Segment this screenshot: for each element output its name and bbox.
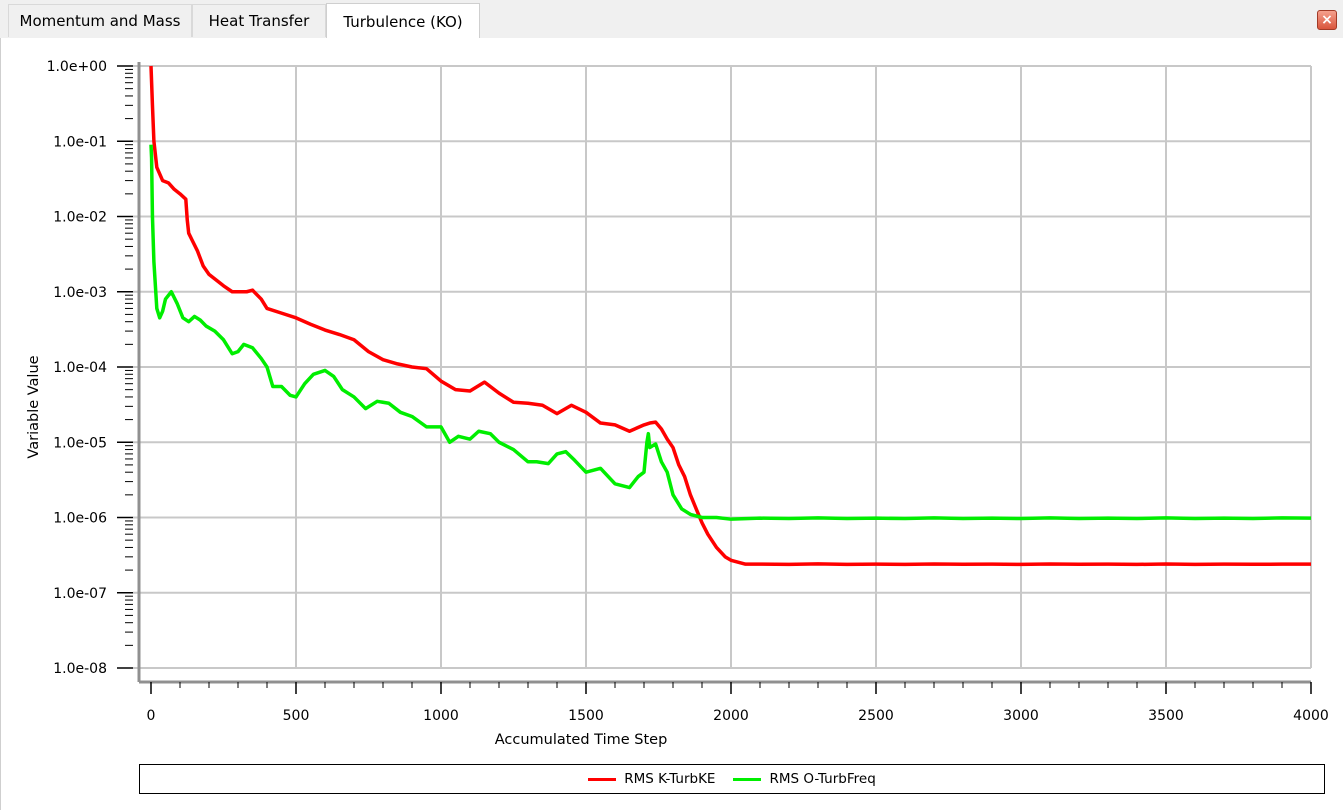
y-axis-label: Variable Value <box>26 355 42 458</box>
y-tick-label: 1.0e-02 <box>53 210 107 226</box>
x-tick-label: 4000 <box>1293 708 1329 724</box>
chart-series <box>149 65 1312 567</box>
x-tick-label: 2500 <box>858 708 894 724</box>
residual-chart: 1.0e+00 1.0e-01 1.0e-02 1.0e-03 1.0e-04 1.0e-… <box>26 59 1329 748</box>
tab-turbulence-ko[interactable]: Turbulence (KO) <box>326 3 480 39</box>
legend-swatch <box>733 777 762 781</box>
chart-labels: 1.0e+00 1.0e-01 1.0e-02 1.0e-03 1.0e-04 1.0e-… <box>26 59 1329 748</box>
x-tick-label: 1000 <box>423 708 459 724</box>
y-tick-label: 1.0e-06 <box>53 511 107 527</box>
chart-grid <box>133 65 1312 669</box>
x-tick-label: 2000 <box>713 708 749 724</box>
series-line-rms-o-turbfreq <box>149 144 1312 521</box>
x-tick-label: 1500 <box>568 708 604 724</box>
y-tick-label: 1.0e-08 <box>53 661 107 677</box>
chart-panel: 1.0e+00 1.0e-01 1.0e-02 1.0e-03 1.0e-04 1.0e-… <box>0 38 1343 810</box>
x-tick-label: 3000 <box>1003 708 1039 724</box>
legend-entry: RMS O-TurbFreq <box>733 771 876 787</box>
y-tick-label: 1.0e-05 <box>53 435 107 451</box>
series-line-rms-k-turbke <box>149 65 1311 567</box>
legend-entry: RMS K-TurbKE <box>588 771 715 787</box>
y-tick-label: 1.0e-04 <box>53 360 107 376</box>
chart-axes <box>117 62 1312 694</box>
y-tick-label: 1.0e-03 <box>53 285 107 301</box>
tab-bar: Momentum and Mass Heat Transfer Turbulen… <box>0 0 1343 39</box>
tab-momentum-and-mass[interactable]: Momentum and Mass <box>8 4 192 37</box>
x-axis-label: Accumulated Time Step <box>495 732 668 748</box>
x-tick-label: 500 <box>283 708 310 724</box>
tab-heat-transfer[interactable]: Heat Transfer <box>192 4 326 37</box>
legend-swatch <box>588 777 617 781</box>
x-tick-label: 3500 <box>1148 708 1184 724</box>
x-tick-label: 0 <box>147 708 156 724</box>
y-tick-label: 1.0e-01 <box>53 134 107 150</box>
chart-legend: RMS K-TurbKE RMS O-TurbFreq <box>139 764 1325 794</box>
y-tick-label: 1.0e-07 <box>53 586 107 602</box>
close-icon[interactable]: × <box>1317 10 1337 30</box>
legend-label: RMS O-TurbFreq <box>769 771 876 787</box>
legend-label: RMS K-TurbKE <box>624 771 716 787</box>
y-tick-label: 1.0e+00 <box>47 59 107 75</box>
